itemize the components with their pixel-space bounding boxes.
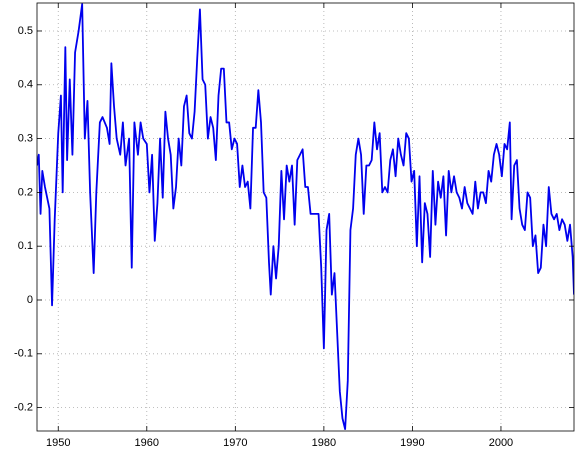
x-tick-label: 1960 <box>135 437 159 449</box>
axes-box <box>36 2 575 432</box>
plot <box>37 3 574 431</box>
x-tick-label: 1950 <box>46 437 70 449</box>
x-tick-label: 1990 <box>400 437 424 449</box>
x-tick-label: 2000 <box>489 437 513 449</box>
y-tick-label: 0 <box>27 294 33 306</box>
y-tick-label: 0.1 <box>18 240 33 252</box>
x-tick-label: 1980 <box>312 437 336 449</box>
y-tick-label: 0.4 <box>18 79 33 91</box>
y-tick-label: 0.3 <box>18 132 33 144</box>
y-tick-label: 0.2 <box>18 186 33 198</box>
data-line <box>37 3 574 431</box>
plot-area <box>37 3 574 431</box>
y-tick-label: -0.2 <box>14 402 33 414</box>
y-tick-label: -0.1 <box>14 348 33 360</box>
grid <box>37 3 574 431</box>
y-tick-label: 0.5 <box>18 25 33 37</box>
x-tick-label: 1970 <box>223 437 247 449</box>
